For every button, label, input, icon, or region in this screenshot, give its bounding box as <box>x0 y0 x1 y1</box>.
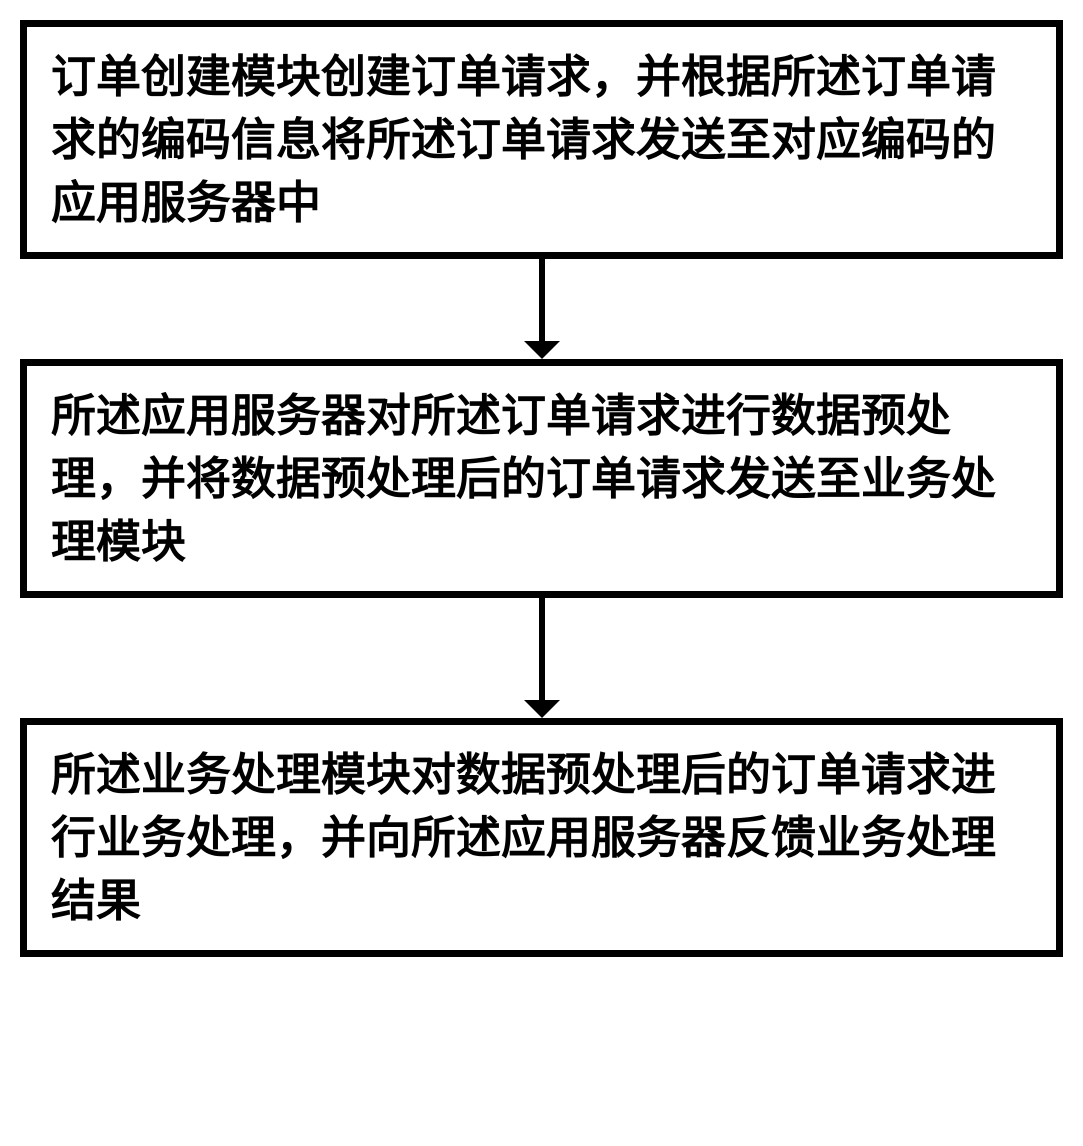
flowchart-node-step3: 所述业务处理模块对数据预处理后的订单请求进行业务处理，并向所述应用服务器反馈业务… <box>20 718 1063 957</box>
flowchart-arrow-2 <box>524 598 560 718</box>
node-text: 所述应用服务器对所述订单请求进行数据预处理，并将数据预处理后的订单请求发送至业务… <box>51 384 1032 573</box>
arrow-line <box>539 259 545 341</box>
arrow-head-icon <box>524 700 560 718</box>
flowchart-node-step1: 订单创建模块创建订单请求，并根据所述订单请求的编码信息将所述订单请求发送至对应编… <box>20 20 1063 259</box>
node-text: 订单创建模块创建订单请求，并根据所述订单请求的编码信息将所述订单请求发送至对应编… <box>51 45 1032 234</box>
flowchart-arrow-1 <box>524 259 560 359</box>
flowchart-node-step2: 所述应用服务器对所述订单请求进行数据预处理，并将数据预处理后的订单请求发送至业务… <box>20 359 1063 598</box>
flowchart-container: 订单创建模块创建订单请求，并根据所述订单请求的编码信息将所述订单请求发送至对应编… <box>20 20 1063 957</box>
node-text: 所述业务处理模块对数据预处理后的订单请求进行业务处理，并向所述应用服务器反馈业务… <box>51 743 1032 932</box>
arrow-head-icon <box>524 341 560 359</box>
arrow-line <box>539 598 545 700</box>
